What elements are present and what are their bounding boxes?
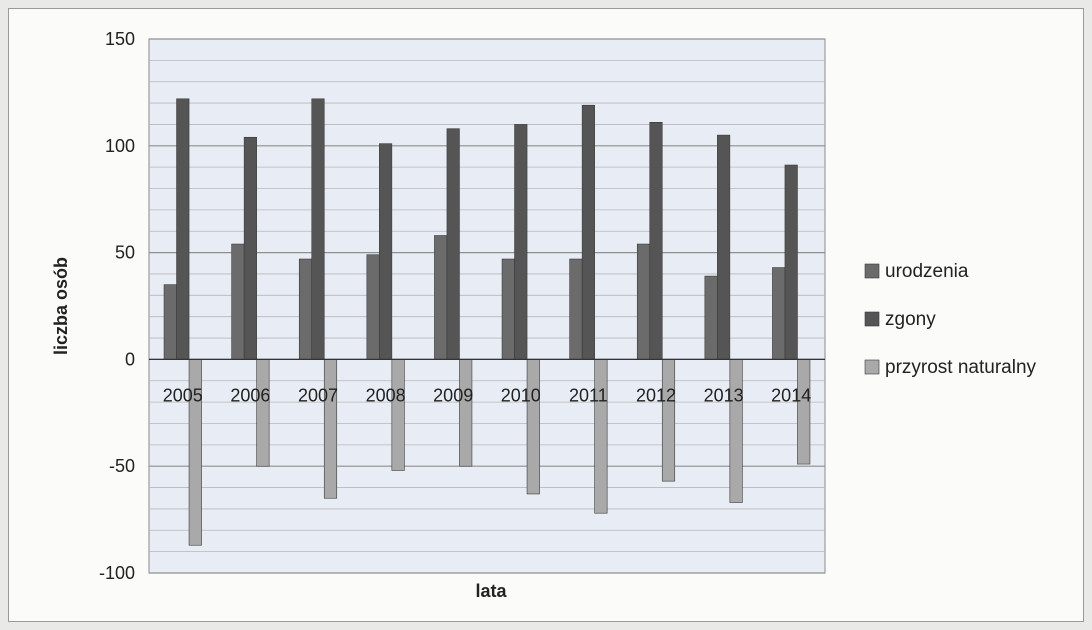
y-tick-label: 100 <box>105 136 135 156</box>
bar-urodzenia-2005 <box>163 284 177 360</box>
bar-przyrost-naturalny-2013 <box>729 359 743 503</box>
y-tick-label: -100 <box>99 563 135 583</box>
bar-urodzenia-2007 <box>298 258 313 360</box>
bar-przyrost-naturalny-2014 <box>797 359 811 465</box>
bar-urodzenia-2011 <box>569 258 583 360</box>
bar-urodzenia-2012 <box>636 243 651 360</box>
x-axis-title: lata <box>475 581 507 601</box>
bar-zgony-2014 <box>784 164 798 360</box>
bar-urodzenia-2010 <box>501 258 515 360</box>
x-tick-label: 2007 <box>298 385 338 405</box>
chart-svg: 150 100 50 0 -50 -100 2005 2006 2007 2008 2009 201… <box>51 29 1037 601</box>
bar-zgony-2009 <box>446 128 460 360</box>
bar-zgony-2007 <box>311 98 325 360</box>
bar-urodzenia-2014 <box>772 267 786 360</box>
bar-przyrost-naturalny-2006 <box>256 359 270 467</box>
bar-zgony-2005 <box>176 98 190 360</box>
bar-zgony-2006 <box>243 136 257 360</box>
y-tick-label: -50 <box>109 456 135 476</box>
y-tick-labels: 150 100 50 0 -50 -100 <box>99 29 135 583</box>
x-tick-label: 2013 <box>704 385 744 405</box>
bar-zgony-2013 <box>717 134 731 360</box>
bar-przyrost-naturalny-2009 <box>459 359 473 467</box>
legend: urodzenia zgony przyrost naturalny <box>864 261 1037 378</box>
bar-urodzenia-2009 <box>434 235 448 360</box>
bar-urodzenia-2006 <box>231 243 245 360</box>
bar-przyrost-naturalny-2008 <box>391 359 405 471</box>
bar-zgony-2008 <box>379 143 393 360</box>
x-tick-label: 2005 <box>163 385 203 405</box>
bar-zgony-2012 <box>649 122 663 360</box>
legend-label: urodzenia <box>885 261 969 282</box>
bar-przyrost-naturalny-2011 <box>594 359 608 514</box>
y-axis-title: liczba osób <box>51 257 71 355</box>
legend-swatch <box>864 311 880 327</box>
legend-swatch <box>864 359 880 375</box>
bars <box>163 98 811 546</box>
x-tick-label: 2011 <box>569 385 608 405</box>
x-tick-labels: 2005 2006 2007 2008 2009 2010 2011 2012 2013 2014 <box>163 385 811 405</box>
x-tick-label: 2008 <box>366 385 406 405</box>
y-tick-label: 50 <box>115 243 135 263</box>
legend-label: przyrost naturalny <box>885 357 1037 378</box>
y-tick-label: 0 <box>125 349 135 369</box>
x-tick-label: 2012 <box>636 385 676 405</box>
y-tick-label: 150 <box>105 29 135 49</box>
legend-label: zgony <box>885 309 936 330</box>
bar-zgony-2010 <box>514 124 528 360</box>
bar-przyrost-naturalny-2007 <box>323 359 338 499</box>
bar-urodzenia-2013 <box>704 275 718 360</box>
x-tick-label: 2009 <box>433 385 473 405</box>
x-tick-label: 2014 <box>771 385 811 405</box>
bar-urodzenia-2008 <box>366 254 380 360</box>
x-tick-label: 2010 <box>501 385 541 405</box>
bar-przyrost-naturalny-2010 <box>526 359 540 495</box>
chart-frame: 150 100 50 0 -50 -100 2005 2006 2007 2008 2009 201… <box>8 8 1084 622</box>
bar-zgony-2011 <box>581 104 595 360</box>
bar-przyrost-naturalny-2012 <box>661 359 676 482</box>
legend-swatch <box>864 263 880 279</box>
x-tick-label: 2006 <box>230 385 270 405</box>
